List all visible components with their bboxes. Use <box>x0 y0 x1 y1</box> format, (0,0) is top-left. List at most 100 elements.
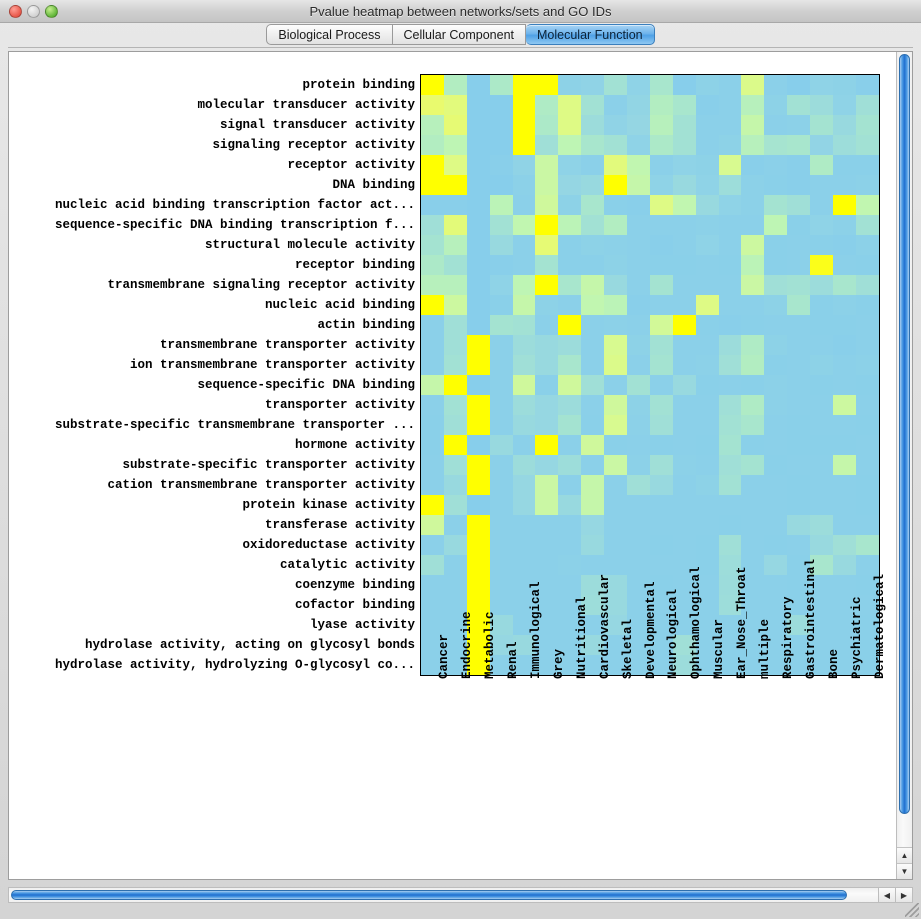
heatmap-cell[interactable] <box>627 595 650 615</box>
heatmap-cell[interactable] <box>855 515 879 535</box>
heatmap-cell[interactable] <box>443 315 467 335</box>
heatmap-cell[interactable] <box>810 155 834 175</box>
heatmap-cell[interactable] <box>443 455 467 475</box>
heatmap-cell[interactable] <box>421 195 444 215</box>
heatmap-cell[interactable] <box>443 635 467 655</box>
heatmap-cell[interactable] <box>466 455 490 475</box>
heatmap-cell[interactable] <box>466 295 490 315</box>
heatmap-cell[interactable] <box>489 375 513 395</box>
heatmap-cell[interactable] <box>604 75 628 95</box>
heatmap-cell[interactable] <box>466 75 490 95</box>
heatmap-cell[interactable] <box>512 95 536 115</box>
heatmap-cell[interactable] <box>810 375 834 395</box>
heatmap-cell[interactable] <box>833 335 856 355</box>
heatmap-cell[interactable] <box>581 175 605 195</box>
heatmap-cell[interactable] <box>787 635 811 655</box>
heatmap-cell[interactable] <box>718 315 742 335</box>
heatmap-cell[interactable] <box>489 135 513 155</box>
heatmap-cell[interactable] <box>741 175 765 195</box>
heatmap-cell[interactable] <box>649 395 673 415</box>
heatmap-cell[interactable] <box>489 215 513 235</box>
heatmap-cell[interactable] <box>787 355 811 375</box>
heatmap-cell[interactable] <box>741 135 765 155</box>
heatmap-cell[interactable] <box>604 235 628 255</box>
heatmap-cell[interactable] <box>787 275 811 295</box>
heatmap-cell[interactable] <box>604 455 628 475</box>
heatmap-cell[interactable] <box>489 155 513 175</box>
heatmap-cell[interactable] <box>627 95 650 115</box>
heatmap-cell[interactable] <box>581 455 605 475</box>
heatmap-cell[interactable] <box>466 415 490 435</box>
heatmap-cell[interactable] <box>489 195 513 215</box>
heatmap-cell[interactable] <box>695 175 719 195</box>
heatmap-cell[interactable] <box>741 535 765 555</box>
heatmap-cell[interactable] <box>558 375 582 395</box>
heatmap-cell[interactable] <box>810 495 834 515</box>
heatmap-cell[interactable] <box>810 575 834 595</box>
heatmap-cell[interactable] <box>558 635 582 655</box>
heatmap-cell[interactable] <box>695 135 719 155</box>
heatmap-cell[interactable] <box>855 635 879 655</box>
heatmap-cell[interactable] <box>649 615 673 635</box>
heatmap-cell[interactable] <box>466 215 490 235</box>
zoom-button[interactable] <box>45 5 58 18</box>
heatmap-cell[interactable] <box>443 495 467 515</box>
heatmap-cell[interactable] <box>810 215 834 235</box>
heatmap-cell[interactable] <box>443 415 467 435</box>
heatmap-cell[interactable] <box>627 435 650 455</box>
heatmap-cell[interactable] <box>718 475 742 495</box>
heatmap-cell[interactable] <box>672 575 696 595</box>
heatmap-cell[interactable] <box>512 235 536 255</box>
heatmap-cell[interactable] <box>489 415 513 435</box>
heatmap-cell[interactable] <box>764 575 788 595</box>
heatmap-cell[interactable] <box>443 95 467 115</box>
heatmap-cell[interactable] <box>718 635 742 655</box>
close-button[interactable] <box>9 5 22 18</box>
heatmap-cell[interactable] <box>558 495 582 515</box>
heatmap-cell[interactable] <box>718 355 742 375</box>
heatmap-cell[interactable] <box>672 215 696 235</box>
heatmap-cell[interactable] <box>443 375 467 395</box>
heatmap-cell[interactable] <box>787 175 811 195</box>
heatmap-cell[interactable] <box>443 255 467 275</box>
heatmap-cell[interactable] <box>627 295 650 315</box>
heatmap-cell[interactable] <box>718 435 742 455</box>
heatmap-cell[interactable] <box>810 115 834 135</box>
heatmap-cell[interactable] <box>558 295 582 315</box>
heatmap-cell[interactable] <box>787 335 811 355</box>
heatmap-cell[interactable] <box>535 495 559 515</box>
resize-grip[interactable] <box>905 903 919 917</box>
heatmap-cell[interactable] <box>810 315 834 335</box>
heatmap-cell[interactable] <box>466 475 490 495</box>
heatmap-cell[interactable] <box>466 235 490 255</box>
heatmap-cell[interactable] <box>695 315 719 335</box>
heatmap-cell[interactable] <box>764 75 788 95</box>
heatmap-cell[interactable] <box>833 75 856 95</box>
heatmap-cell[interactable] <box>649 275 673 295</box>
heatmap-cell[interactable] <box>649 375 673 395</box>
heatmap-cell[interactable] <box>535 155 559 175</box>
heatmap-cell[interactable] <box>535 375 559 395</box>
heatmap-cell[interactable] <box>649 175 673 195</box>
heatmap-cell[interactable] <box>535 115 559 135</box>
heatmap-cell[interactable] <box>833 435 856 455</box>
heatmap-cell[interactable] <box>787 495 811 515</box>
heatmap-cell[interactable] <box>672 455 696 475</box>
heatmap-cell[interactable] <box>741 335 765 355</box>
scroll-left-icon[interactable]: ◀ <box>879 887 896 903</box>
heatmap-cell[interactable] <box>604 495 628 515</box>
heatmap-cell[interactable] <box>695 655 719 675</box>
heatmap-cell[interactable] <box>535 95 559 115</box>
heatmap-cell[interactable] <box>855 315 879 335</box>
heatmap-cell[interactable] <box>649 235 673 255</box>
heatmap-cell[interactable] <box>581 615 605 635</box>
heatmap-cell[interactable] <box>443 595 467 615</box>
heatmap-cell[interactable] <box>466 275 490 295</box>
heatmap-cell[interactable] <box>535 395 559 415</box>
heatmap-cell[interactable] <box>421 455 444 475</box>
heatmap-cell[interactable] <box>581 495 605 515</box>
heatmap-cell[interactable] <box>649 415 673 435</box>
heatmap-cell[interactable] <box>695 575 719 595</box>
heatmap-cell[interactable] <box>649 75 673 95</box>
heatmap-cell[interactable] <box>489 335 513 355</box>
